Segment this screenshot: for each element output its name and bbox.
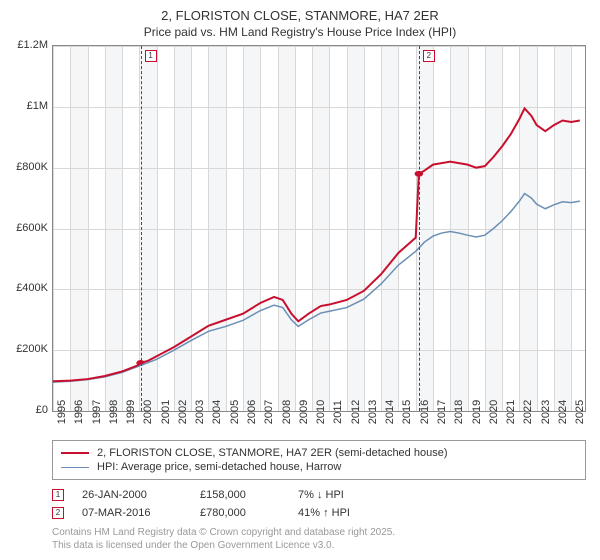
sales-table: 1 26-JAN-2000 £158,000 7% ↓ HPI 2 07-MAR-2016… <box>52 486 586 522</box>
sales-row: 1 26-JAN-2000 £158,000 7% ↓ HPI <box>52 486 586 504</box>
sale-marker-line <box>419 46 420 411</box>
sales-index-box: 1 <box>52 489 64 501</box>
x-tick-label: 2015 <box>397 400 413 424</box>
series-line-price_paid <box>53 108 580 381</box>
x-tick-label: 2000 <box>138 400 154 424</box>
sales-pct-vs-hpi: 7% ↓ HPI <box>298 489 378 501</box>
plot-region: 12 £0£200K£400K£600K£800K£1M£1.2M1995199… <box>52 45 586 434</box>
x-tick-label: 2002 <box>173 400 189 424</box>
sales-price: £158,000 <box>200 489 280 501</box>
x-tick-label: 2009 <box>294 400 310 424</box>
legend-box: 2, FLORISTON CLOSE, STANMORE, HA7 2ER (s… <box>52 440 586 480</box>
x-tick-label: 2003 <box>190 400 206 424</box>
y-tick-label: £400K <box>10 282 48 294</box>
x-tick-label: 2006 <box>242 400 258 424</box>
footer-line-1: Contains HM Land Registry data © Crown c… <box>52 526 586 539</box>
sales-date: 07-MAR-2016 <box>82 507 182 519</box>
x-tick-label: 2024 <box>553 400 569 424</box>
x-tick-label: 1997 <box>87 400 103 424</box>
x-tick-label: 2007 <box>259 400 275 424</box>
x-tick-label: 1999 <box>121 400 137 424</box>
y-tick-label: £200K <box>10 343 48 355</box>
sales-price: £780,000 <box>200 507 280 519</box>
chart-title: 2, FLORISTON CLOSE, STANMORE, HA7 2ER Pr… <box>10 8 590 39</box>
series-line-hpi <box>53 194 580 383</box>
x-tick-label: 2005 <box>225 400 241 424</box>
plot-area: 12 <box>52 45 586 412</box>
x-tick-label: 2023 <box>536 400 552 424</box>
legend-swatch <box>61 452 89 454</box>
y-tick-label: £0 <box>10 404 48 416</box>
sale-marker-label: 1 <box>145 50 157 62</box>
footer-line-2: This data is licensed under the Open Gov… <box>52 539 586 552</box>
title-line-2: Price paid vs. HM Land Registry's House … <box>10 25 590 39</box>
attribution-footer: Contains HM Land Registry data © Crown c… <box>52 526 586 552</box>
chart-container: 2, FLORISTON CLOSE, STANMORE, HA7 2ER Pr… <box>0 0 600 560</box>
x-tick-label: 1998 <box>104 400 120 424</box>
y-tick-label: £800K <box>10 161 48 173</box>
x-tick-label: 2010 <box>311 400 327 424</box>
x-tick-label: 2019 <box>467 400 483 424</box>
x-tick-label: 2018 <box>449 400 465 424</box>
legend-panel: 2, FLORISTON CLOSE, STANMORE, HA7 2ER (s… <box>52 440 586 552</box>
legend-item: HPI: Average price, semi-detached house,… <box>61 460 577 474</box>
y-tick-label: £1.2M <box>10 39 48 51</box>
x-tick-label: 2013 <box>363 400 379 424</box>
x-tick-label: 2021 <box>501 400 517 424</box>
legend-swatch <box>61 467 89 468</box>
legend-label: HPI: Average price, semi-detached house,… <box>97 461 341 473</box>
y-tick-label: £600K <box>10 222 48 234</box>
x-tick-label: 2014 <box>380 400 396 424</box>
x-tick-label: 2017 <box>432 400 448 424</box>
x-tick-label: 2004 <box>207 400 223 424</box>
title-line-1: 2, FLORISTON CLOSE, STANMORE, HA7 2ER <box>10 8 590 23</box>
x-tick-label: 2025 <box>570 400 586 424</box>
sales-index-box: 2 <box>52 507 64 519</box>
x-tick-label: 1996 <box>69 400 85 424</box>
x-tick-label: 2022 <box>518 400 534 424</box>
x-tick-label: 2008 <box>277 400 293 424</box>
sales-date: 26-JAN-2000 <box>82 489 182 501</box>
sale-marker-label: 2 <box>423 50 435 62</box>
y-tick-label: £1M <box>10 100 48 112</box>
legend-label: 2, FLORISTON CLOSE, STANMORE, HA7 2ER (s… <box>97 447 448 459</box>
x-tick-label: 2001 <box>156 400 172 424</box>
sales-pct-vs-hpi: 41% ↑ HPI <box>298 507 378 519</box>
x-tick-label: 2012 <box>346 400 362 424</box>
x-tick-label: 1995 <box>52 400 68 424</box>
sales-row: 2 07-MAR-2016 £780,000 41% ↑ HPI <box>52 504 586 522</box>
sale-marker-line <box>141 46 142 411</box>
x-tick-label: 2016 <box>415 400 431 424</box>
x-tick-label: 2020 <box>484 400 500 424</box>
legend-item: 2, FLORISTON CLOSE, STANMORE, HA7 2ER (s… <box>61 446 577 460</box>
line-layer <box>53 46 585 411</box>
x-tick-label: 2011 <box>328 400 344 424</box>
